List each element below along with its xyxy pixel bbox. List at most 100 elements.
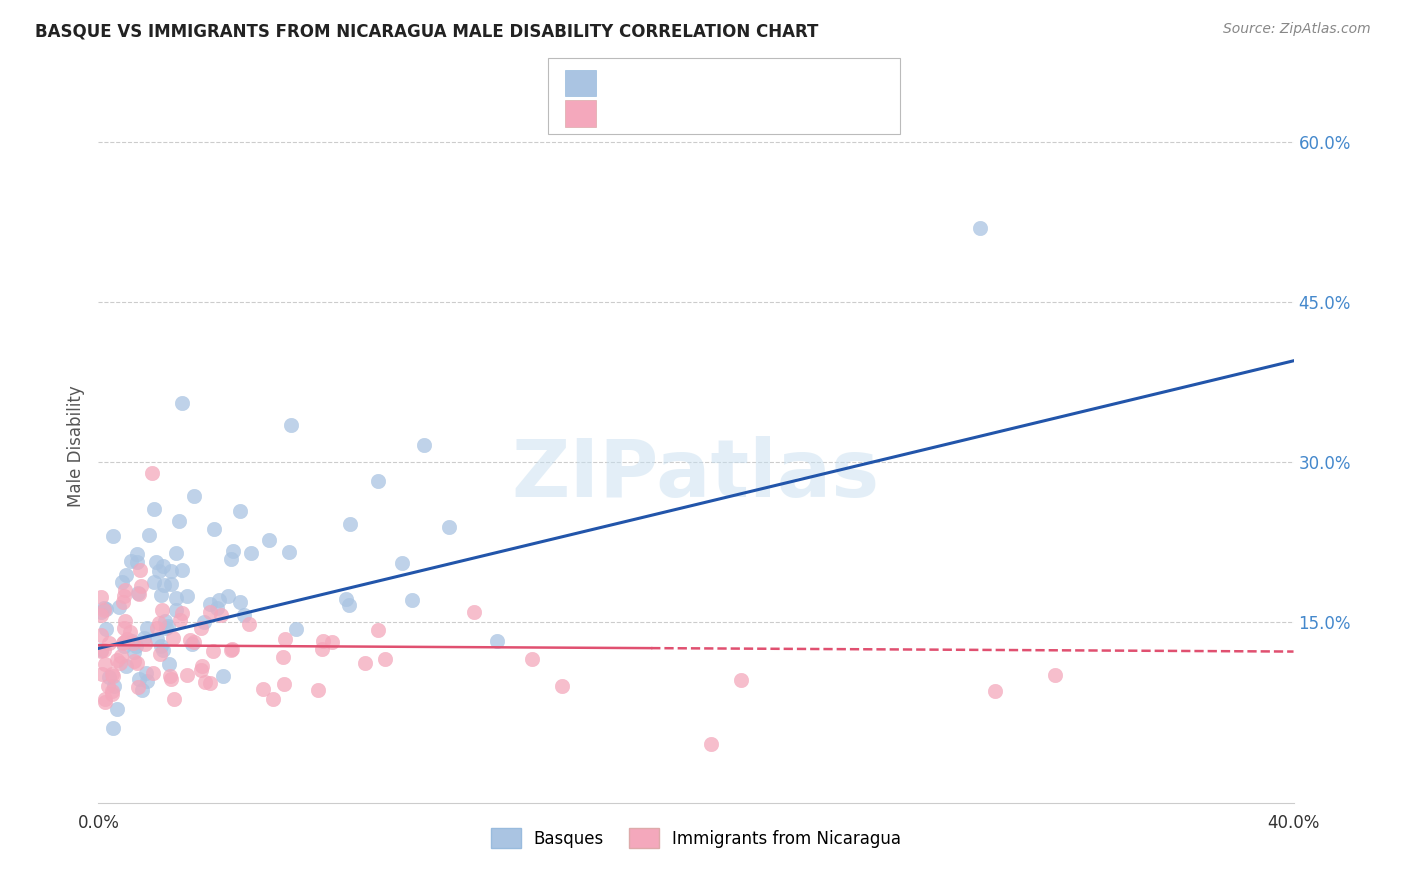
Point xyxy=(145,556,167,570)
Point xyxy=(229,595,252,609)
Point xyxy=(700,737,723,751)
Point xyxy=(170,563,193,577)
Point xyxy=(150,639,173,653)
Point xyxy=(374,652,396,666)
Point xyxy=(146,621,169,635)
Point xyxy=(311,642,333,657)
Point xyxy=(307,683,329,698)
Point xyxy=(335,592,357,607)
Point xyxy=(141,466,163,480)
Point xyxy=(165,591,187,605)
Point xyxy=(125,547,148,561)
Point xyxy=(105,702,128,716)
Point xyxy=(129,579,152,593)
Point xyxy=(156,619,179,633)
Point xyxy=(148,616,170,631)
Point xyxy=(90,605,112,619)
Point xyxy=(103,721,125,735)
Legend: Basques, Immigrants from Nicaragua: Basques, Immigrants from Nicaragua xyxy=(484,822,908,855)
Point xyxy=(159,669,181,683)
Point xyxy=(169,613,191,627)
Point xyxy=(114,568,136,582)
Point xyxy=(157,657,180,672)
Point xyxy=(401,592,423,607)
Point xyxy=(128,587,150,601)
Point xyxy=(145,632,167,646)
Point xyxy=(138,528,160,542)
Point xyxy=(110,649,132,664)
Point xyxy=(120,554,142,568)
Point xyxy=(112,621,135,635)
Point xyxy=(134,637,156,651)
Point xyxy=(312,634,335,648)
Point xyxy=(257,533,280,547)
Point xyxy=(207,593,229,607)
Point xyxy=(280,417,302,432)
Point xyxy=(273,632,295,647)
Point xyxy=(103,679,125,693)
Point xyxy=(181,638,204,652)
Point xyxy=(160,577,183,591)
Point xyxy=(172,396,194,410)
Point xyxy=(165,603,187,617)
Point xyxy=(367,623,389,637)
Point xyxy=(97,679,120,693)
Point xyxy=(202,522,225,536)
Point xyxy=(155,614,177,628)
Point xyxy=(90,608,112,623)
Point xyxy=(90,643,112,657)
Point xyxy=(93,600,115,615)
Point xyxy=(179,633,201,648)
Point xyxy=(191,658,214,673)
Point xyxy=(90,628,112,642)
Point xyxy=(111,636,134,650)
Point xyxy=(190,620,212,634)
Point xyxy=(969,220,991,235)
Point xyxy=(262,691,284,706)
Point xyxy=(277,545,299,559)
Text: BASQUE VS IMMIGRANTS FROM NICARAGUA MALE DISABILITY CORRELATION CHART: BASQUE VS IMMIGRANTS FROM NICARAGUA MALE… xyxy=(35,22,818,40)
Point xyxy=(212,669,235,683)
Point xyxy=(131,682,153,697)
Point xyxy=(122,636,145,650)
Point xyxy=(101,669,124,683)
Point xyxy=(125,640,148,654)
Point xyxy=(143,575,166,590)
Point xyxy=(437,520,460,534)
Point xyxy=(121,634,143,648)
Point xyxy=(412,438,434,452)
Point xyxy=(96,602,118,616)
Point xyxy=(128,673,150,687)
Text: R = -0.023   N = 81: R = -0.023 N = 81 xyxy=(610,104,773,122)
Point xyxy=(550,679,572,693)
Y-axis label: Male Disability: Male Disability xyxy=(66,385,84,507)
Point xyxy=(183,489,205,503)
Point xyxy=(100,687,122,701)
Point xyxy=(115,659,138,673)
Point xyxy=(110,656,132,670)
Point xyxy=(112,589,135,603)
Point xyxy=(198,605,221,619)
Point xyxy=(221,641,243,656)
Point xyxy=(150,588,173,602)
Point xyxy=(984,684,1007,698)
Point xyxy=(163,692,186,706)
Point xyxy=(176,668,198,682)
Point xyxy=(194,674,217,689)
Point xyxy=(152,558,174,573)
Point xyxy=(149,647,172,661)
Point xyxy=(222,544,245,558)
Point xyxy=(271,649,294,664)
Point xyxy=(321,635,343,649)
Point xyxy=(190,663,212,677)
Point xyxy=(125,656,148,670)
Point xyxy=(337,598,360,612)
Point xyxy=(94,691,117,706)
Point xyxy=(125,555,148,569)
Point xyxy=(112,639,135,653)
Point xyxy=(229,504,252,518)
Point xyxy=(97,636,120,650)
Point xyxy=(129,563,152,577)
Point xyxy=(339,516,361,531)
Point xyxy=(111,594,134,608)
